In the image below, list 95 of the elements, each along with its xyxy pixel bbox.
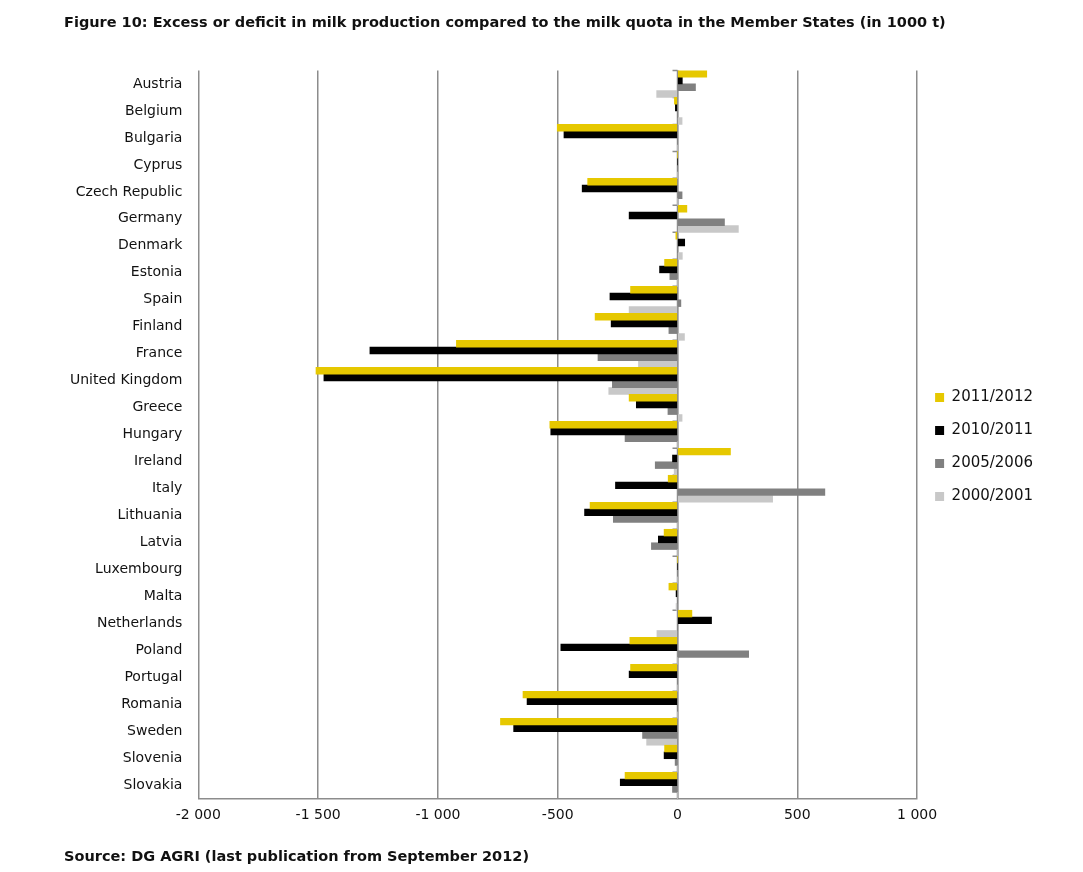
y-tick-label: Netherlands <box>97 614 183 631</box>
bar <box>664 259 678 267</box>
x-tick-label: 0 <box>673 806 682 823</box>
y-tick-label: Spain <box>143 290 183 307</box>
x-tick-label: 1 000 <box>897 806 938 823</box>
bar <box>500 717 678 726</box>
y-tick-label: Malta <box>143 587 183 604</box>
bar <box>677 609 693 618</box>
bar <box>556 124 678 132</box>
chart-title: Figure 10: Excess or deficit in milk production compared to the milk quota in the Member States (in 1000 t) <box>64 14 946 30</box>
bar <box>549 420 678 429</box>
bar <box>677 447 731 456</box>
y-tick-label: Slovenia <box>122 749 183 766</box>
bar <box>663 528 678 537</box>
bar <box>615 481 678 490</box>
legend-label: 2000/2001 <box>951 486 1033 505</box>
y-tick-label: Cyprus <box>133 155 183 172</box>
bar <box>628 306 678 314</box>
bar <box>635 400 678 409</box>
bar <box>581 184 678 193</box>
x-tick-label: -2 000 <box>175 806 221 823</box>
bar <box>456 340 678 348</box>
y-tick-label: Germany <box>118 209 183 226</box>
y-tick-label: Czech Republic <box>75 182 183 199</box>
bar <box>594 313 678 321</box>
legend-label: 2010/2011 <box>951 420 1033 439</box>
bar <box>323 373 678 382</box>
bar <box>630 286 678 294</box>
x-tick-label: -1 000 <box>415 806 461 823</box>
bar <box>629 636 678 645</box>
y-tick-label: Denmark <box>118 236 184 253</box>
bar <box>560 643 678 652</box>
y-tick-label: Ireland <box>133 452 183 469</box>
x-tick-label: -1 500 <box>295 806 341 823</box>
y-tick-label: Latvia <box>139 533 183 550</box>
bar <box>630 663 678 672</box>
bar <box>659 265 678 274</box>
bar <box>677 117 683 125</box>
legend-label: 2005/2006 <box>951 453 1033 472</box>
y-tick-label: Lithuania <box>117 506 183 523</box>
bar <box>609 292 678 301</box>
bar <box>677 252 683 260</box>
bar <box>664 744 678 753</box>
bar <box>675 103 678 112</box>
bar <box>587 178 678 186</box>
bar <box>628 670 678 679</box>
source-note: Source: DG AGRI (last publication from September 2012) <box>64 848 530 864</box>
bar <box>658 535 678 544</box>
bar <box>677 205 688 213</box>
y-tick-label: Sweden <box>127 722 183 739</box>
y-tick-label: Estonia <box>130 263 183 280</box>
y-tick-label: Romania <box>121 695 183 712</box>
y-tick-label: Finland <box>132 317 183 334</box>
bar <box>628 211 678 220</box>
bar <box>677 616 712 625</box>
bar <box>584 508 678 517</box>
legend-label: 2011/2012 <box>951 387 1033 406</box>
bar <box>315 366 678 375</box>
bar <box>513 724 678 733</box>
y-tick-label: Poland <box>135 641 183 658</box>
bar <box>550 427 678 436</box>
y-tick-label: Slovakia <box>123 776 183 793</box>
bar <box>674 97 678 105</box>
bar <box>624 771 678 780</box>
bar <box>677 225 739 233</box>
y-tick-label: Belgium <box>124 101 183 118</box>
bar <box>677 333 685 341</box>
bar <box>677 238 686 247</box>
y-tick-label: France <box>135 344 183 361</box>
bar <box>522 690 678 699</box>
bar <box>628 393 678 402</box>
bar <box>619 778 678 787</box>
bar <box>656 630 678 638</box>
bar <box>672 454 678 463</box>
y-tick-label: Greece <box>132 398 183 415</box>
bar <box>663 751 678 760</box>
y-tick-label: Italy <box>151 479 183 496</box>
x-tick-label: 500 <box>783 806 811 823</box>
bar <box>677 414 683 422</box>
x-tick-label: -500 <box>541 806 574 823</box>
bar <box>677 495 773 503</box>
bar <box>667 474 678 483</box>
bar <box>677 76 683 85</box>
y-tick-label: Portugal <box>124 668 183 685</box>
y-tick-label: Hungary <box>122 425 183 442</box>
bar <box>526 697 678 706</box>
bar <box>610 319 678 328</box>
y-tick-label: Bulgaria <box>124 128 183 145</box>
bar <box>369 346 678 355</box>
bar <box>589 501 678 510</box>
y-tick-label: Austria <box>132 74 183 91</box>
y-tick-label: United Kingdom <box>69 371 183 388</box>
y-tick-label: Luxembourg <box>95 560 183 577</box>
bar <box>656 90 678 98</box>
bar <box>563 130 678 139</box>
